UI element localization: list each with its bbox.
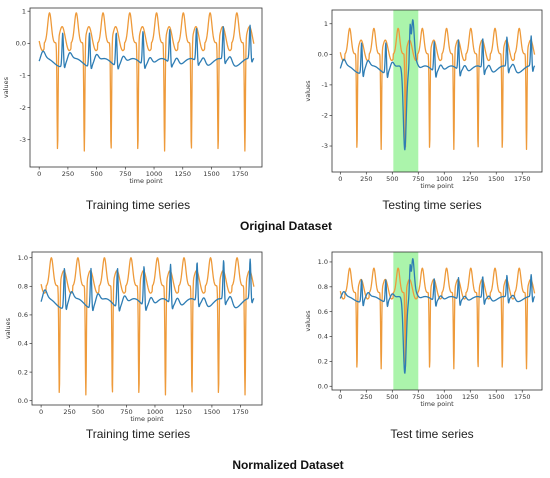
y-tick-label: -3 (20, 136, 26, 144)
x-tick-label: 1250 (462, 175, 479, 183)
y-tick-label: 0.6 (318, 308, 328, 316)
y-axis-label: values (304, 310, 312, 332)
y-tick-label: 0.8 (318, 283, 328, 291)
x-tick-label: 1750 (514, 393, 531, 401)
x-tick-label: 0 (39, 408, 43, 416)
x-axis-label: time point (130, 415, 164, 423)
x-axis-label: time point (420, 400, 454, 408)
heading-original-dataset: Original Dataset (239, 219, 333, 233)
x-tick-label: 1250 (174, 170, 191, 178)
x-tick-label: 1750 (232, 408, 249, 416)
x-tick-label: 1500 (488, 175, 505, 183)
y-tick-label: 0.2 (318, 358, 328, 366)
y-tick-label: 1 (22, 7, 26, 15)
caption-original-testing: Testing time series (382, 198, 482, 212)
y-tick-label: 1.0 (318, 258, 328, 266)
x-tick-label: 0 (338, 175, 342, 183)
y-axis-label: values (2, 76, 10, 98)
x-axis-label: time point (129, 177, 163, 185)
chart-original-training: 0 250 500 750 1000 1250 1500 1750 1 0.0 -1 -2 -3 time… (2, 7, 263, 185)
y-tick-label: -1 (322, 81, 328, 89)
x-tick-label: 500 (92, 408, 104, 416)
x-tick-label: 500 (386, 175, 398, 183)
y-tick-label: 0.0 (318, 382, 328, 390)
caption-original-training: Training time series (85, 198, 191, 212)
plot-frame (331, 9, 543, 173)
caption-normalized-testing: Test time series (390, 427, 474, 441)
y-tick-label: -3 (322, 142, 328, 150)
plot-frame (29, 7, 263, 168)
plot-frame (31, 251, 263, 406)
x-tick-label: 1750 (514, 175, 531, 183)
x-tick-label: 750 (412, 175, 424, 183)
y-tick-label: 0.8 (18, 283, 28, 291)
x-tick-label: 750 (120, 408, 132, 416)
y-tick-label: 1.0 (18, 254, 28, 262)
y-tick-label: 1 (324, 20, 328, 28)
y-tick-label: 0.2 (18, 368, 28, 376)
x-tick-label: 250 (360, 393, 372, 401)
caption-normalized-training: Training time series (85, 427, 191, 441)
y-axis-label: values (4, 317, 12, 339)
series-line-orange (38, 12, 255, 152)
x-tick-label: 1000 (147, 408, 164, 416)
y-tick-label: 0.4 (318, 333, 328, 341)
heading-normalized-dataset: Normalized Dataset (232, 458, 344, 472)
series-line-orange (339, 267, 536, 370)
chart-normalized-training: 0 250 500 750 1000 1250 1500 1750 1.0 0.8 0.6 0.4 0.… (4, 251, 263, 423)
x-tick-label: 1750 (232, 170, 249, 178)
series-line-blue (38, 24, 255, 70)
x-tick-label: 750 (119, 170, 131, 178)
x-tick-label: 750 (412, 393, 424, 401)
y-tick-label: 0.0 (18, 397, 28, 405)
y-axis-label: values (304, 80, 312, 102)
x-tick-label: 250 (63, 408, 75, 416)
x-tick-label: 500 (386, 393, 398, 401)
y-tick-label: 0.0 (318, 51, 328, 59)
x-tick-label: 1500 (204, 408, 221, 416)
y-tick-label: -2 (20, 104, 26, 112)
x-tick-label: 1000 (436, 393, 453, 401)
x-tick-label: 1000 (146, 170, 163, 178)
x-tick-label: 0 (37, 170, 41, 178)
x-tick-label: 1250 (462, 393, 479, 401)
series-line-blue (339, 258, 536, 374)
series-line-blue (40, 258, 255, 312)
series-line-orange (40, 257, 255, 396)
x-tick-label: 250 (360, 175, 372, 183)
y-tick-label: 0.6 (18, 311, 28, 319)
chart-normalized-testing: 0 250 500 750 1000 1250 1500 1750 1.0 0.8 0.6 0.4 0.… (304, 251, 543, 408)
plot-frame (331, 251, 543, 391)
x-tick-label: 0 (338, 393, 342, 401)
series-line-blue (339, 19, 536, 151)
x-tick-label: 1000 (436, 175, 453, 183)
x-tick-label: 500 (90, 170, 102, 178)
x-axis-label: time point (420, 182, 454, 190)
chart-original-testing: 0 250 500 750 1000 1250 1500 1750 1 0.0 -1 -2 -3 time… (304, 9, 543, 190)
series-line-orange (339, 27, 536, 151)
y-tick-label: -2 (322, 112, 328, 120)
x-tick-label: 1500 (203, 170, 220, 178)
x-tick-label: 1250 (175, 408, 192, 416)
x-tick-label: 250 (62, 170, 74, 178)
y-tick-label: -1 (20, 72, 26, 80)
x-tick-label: 1500 (488, 393, 505, 401)
y-tick-label: 0.0 (16, 40, 26, 48)
y-tick-label: 0.4 (18, 340, 28, 348)
